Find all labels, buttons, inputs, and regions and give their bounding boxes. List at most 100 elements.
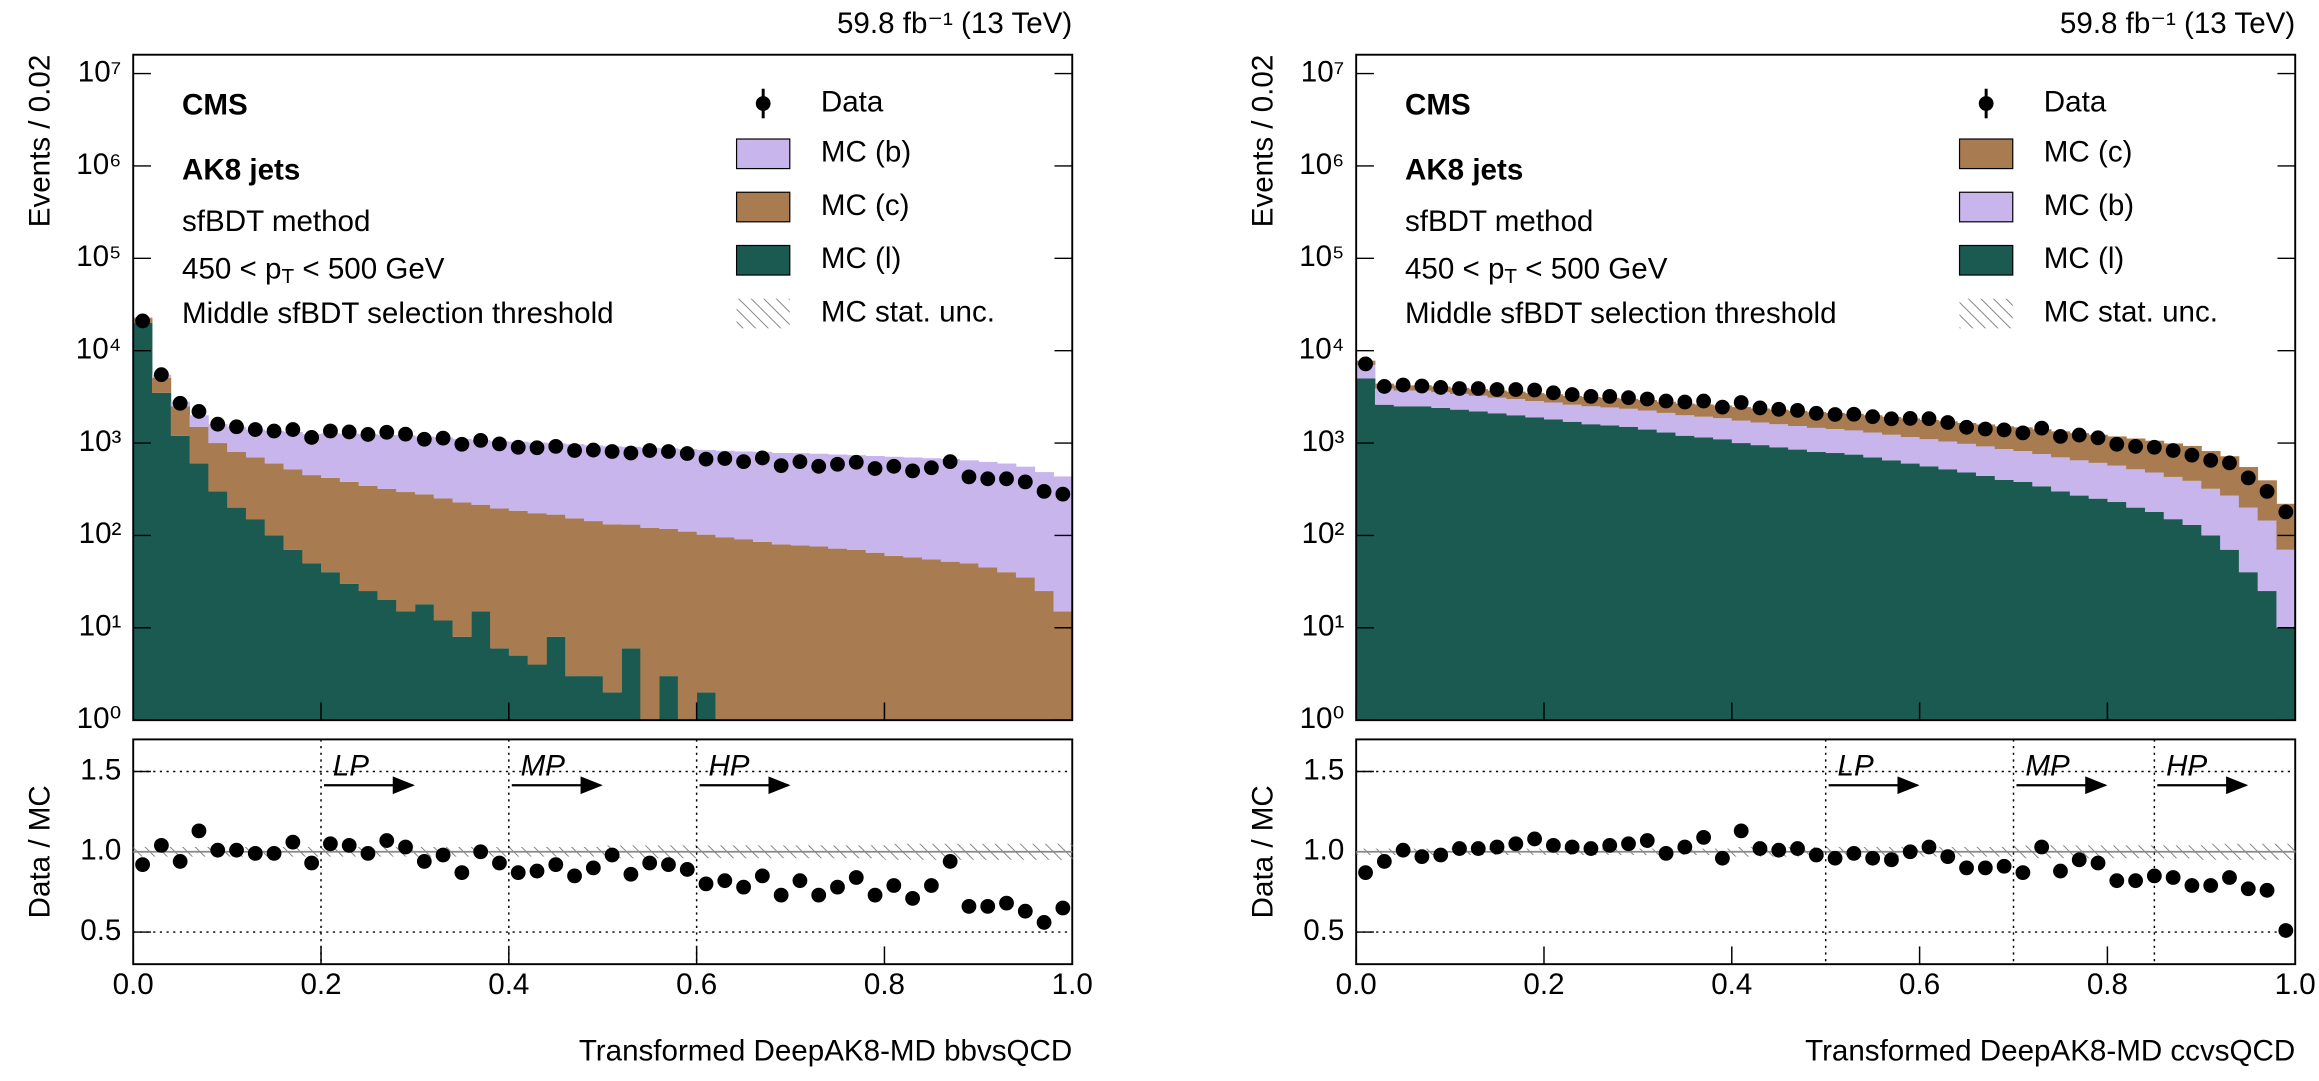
data-point (980, 471, 996, 487)
histogram-bin (358, 485, 378, 592)
ratio-point (567, 868, 582, 884)
ratio-point (623, 866, 639, 882)
histogram-bin (2107, 465, 2127, 503)
histogram-bin (1957, 443, 1977, 473)
histogram-bin (2201, 488, 2221, 536)
data-point (1036, 483, 1052, 499)
histogram-bin (471, 440, 491, 505)
data-point (1996, 422, 2012, 438)
x-tick-label: 0.6 (1899, 968, 1940, 1001)
histogram-bin (1750, 445, 1770, 721)
histogram-bin (752, 451, 773, 542)
legend-swatch (735, 138, 791, 170)
ratio-point (2053, 863, 2068, 879)
legend-label: MC (c) (821, 189, 910, 222)
ratio-point (1602, 837, 1618, 853)
ratio-point (210, 842, 226, 858)
data-point (2128, 439, 2143, 454)
data-point (1696, 393, 1712, 409)
histogram-bin (752, 541, 773, 721)
data-point (510, 439, 526, 455)
pt-part: < 500 GeV (294, 252, 445, 285)
histogram-bin (283, 469, 303, 550)
histogram-bin (208, 491, 228, 721)
method-label: sfBDT method (1405, 205, 1593, 238)
histogram-bin (959, 460, 979, 564)
data-point (2090, 430, 2106, 446)
histogram-bin (1731, 420, 1752, 444)
histogram-bin (1863, 432, 1883, 458)
histogram-bin (790, 545, 810, 721)
data-point (153, 367, 169, 383)
ratio-point (2090, 855, 2106, 871)
data-point (1771, 401, 1787, 417)
histogram-bin (283, 549, 303, 721)
ratio-y-label: Data / MC (1246, 785, 1279, 918)
data-point (698, 451, 714, 467)
ratio-point (1959, 860, 1974, 876)
ratio-point (548, 857, 564, 873)
ratio-point (266, 845, 282, 861)
histogram-bin (151, 377, 172, 393)
histogram-bin (1034, 591, 1054, 721)
y-tick-label: 10⁵ (76, 240, 121, 273)
histogram-bin (884, 555, 904, 721)
histogram-bin (321, 433, 341, 478)
histogram-bin (1938, 441, 1958, 470)
histogram-bin (865, 552, 885, 721)
data-point (1733, 395, 1749, 410)
y-tick-label: 10³ (79, 425, 122, 458)
data-point (679, 446, 695, 461)
ratio-point (2015, 865, 2031, 881)
data-point (1545, 385, 1561, 401)
histogram-bin (1750, 422, 1770, 446)
ratio-point (642, 855, 658, 871)
jet-label: AK8 jets (1405, 153, 1523, 186)
data-point (360, 427, 376, 442)
ratio-point (1452, 841, 1467, 856)
histogram-bin (1713, 418, 1733, 440)
histogram-bin (358, 434, 378, 486)
histogram-bin (2069, 460, 2090, 496)
histogram-bin (1769, 447, 1789, 721)
histogram-bin (1656, 432, 1676, 721)
ratio-point (942, 854, 958, 869)
data-point (247, 422, 263, 437)
data-point (905, 463, 921, 479)
ratio-y-label: Data / MC (23, 785, 56, 918)
ratio-point (1771, 842, 1787, 858)
histogram-bin (245, 457, 266, 520)
histogram-bin (1806, 427, 1827, 453)
ratio-point (1055, 900, 1071, 916)
histogram-bin (1619, 426, 1639, 721)
histogram-bin (302, 434, 322, 476)
data-point (2278, 504, 2294, 520)
pt-label: 450 < pT < 500 GeV (182, 252, 445, 288)
histogram-bin (227, 452, 247, 508)
ratio-point (905, 890, 921, 906)
histogram-bin (771, 544, 791, 721)
histogram-bin (490, 648, 510, 721)
histogram-bin (1957, 472, 1977, 721)
data-point (2146, 439, 2162, 455)
histogram-bin (846, 455, 867, 550)
histogram-bin (583, 676, 604, 721)
data-point (2109, 436, 2125, 452)
histogram-bin (1637, 410, 1658, 430)
histogram-bin (865, 455, 885, 553)
histogram-bin (2013, 481, 2033, 721)
histogram-bin (2257, 591, 2277, 721)
histogram-bin (659, 528, 679, 677)
histogram-bin (452, 502, 472, 637)
histogram-bin (358, 591, 378, 721)
histogram-bin (1694, 404, 1714, 417)
data-point (304, 430, 320, 445)
histogram-bin (677, 531, 698, 721)
data-point (999, 471, 1014, 487)
ratio-point (661, 857, 676, 873)
x-tick-label: 1.0 (2275, 968, 2316, 1001)
data-point (567, 443, 582, 458)
x-tick-label: 0.8 (2087, 968, 2128, 1001)
histogram-bin (1412, 406, 1432, 721)
data-point (1489, 382, 1505, 397)
